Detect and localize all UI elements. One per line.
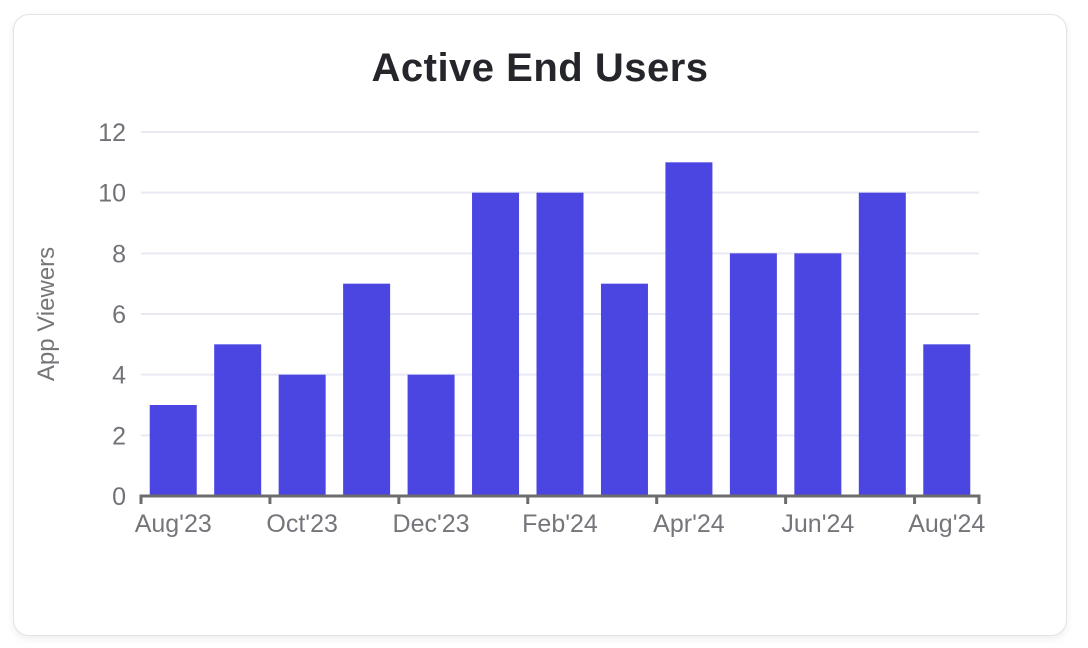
- x-tick-label: Apr'24: [653, 510, 725, 538]
- y-tick-label: 8: [112, 240, 126, 268]
- bar-Jan'24[interactable]: [472, 192, 520, 496]
- chart-card: Active End Users 0 2 4 6 8 10 12 Aug'23 Oct'23 De…: [13, 14, 1067, 636]
- x-axis-line: [139, 494, 981, 504]
- chart-title: Active End Users: [371, 46, 709, 90]
- bar-Dec'23[interactable]: [407, 374, 455, 496]
- y-tick-label: 0: [112, 483, 126, 511]
- bar-Oct'23[interactable]: [278, 374, 326, 496]
- bar-May'24[interactable]: [729, 253, 777, 496]
- bar-Aug'24[interactable]: [923, 344, 971, 496]
- y-tick-label: 4: [112, 362, 126, 390]
- bar-Nov'23[interactable]: [343, 283, 391, 496]
- y-axis-title: App Viewers: [33, 247, 60, 381]
- y-tick-label: 2: [112, 422, 126, 450]
- bar-Mar'24[interactable]: [600, 283, 648, 496]
- bar-Jun'24[interactable]: [794, 253, 842, 496]
- bar-chart-canvas: 0 2 4 6 8 10 12 Aug'23 Oct'23 Dec'23 Feb'24 Apr'24 J…: [33, 119, 985, 538]
- bar-Feb'24[interactable]: [536, 192, 584, 496]
- bar-Jul'24[interactable]: [858, 192, 906, 496]
- y-tick-label: 6: [112, 301, 126, 329]
- bar-Aug'23[interactable]: [149, 405, 197, 496]
- x-tick-label: Aug'24: [908, 510, 985, 538]
- x-tick-label: Jun'24: [781, 510, 854, 538]
- bar-Apr'24[interactable]: [665, 162, 713, 497]
- x-tick-label: Dec'23: [393, 510, 470, 538]
- bar-Sep'23[interactable]: [214, 344, 262, 496]
- y-tick-label: 12: [98, 119, 126, 147]
- x-tick-label: Aug'23: [135, 510, 212, 538]
- x-tick-label: Oct'23: [266, 510, 337, 538]
- y-tick-label: 10: [98, 180, 126, 208]
- x-tick-label: Feb'24: [522, 510, 598, 538]
